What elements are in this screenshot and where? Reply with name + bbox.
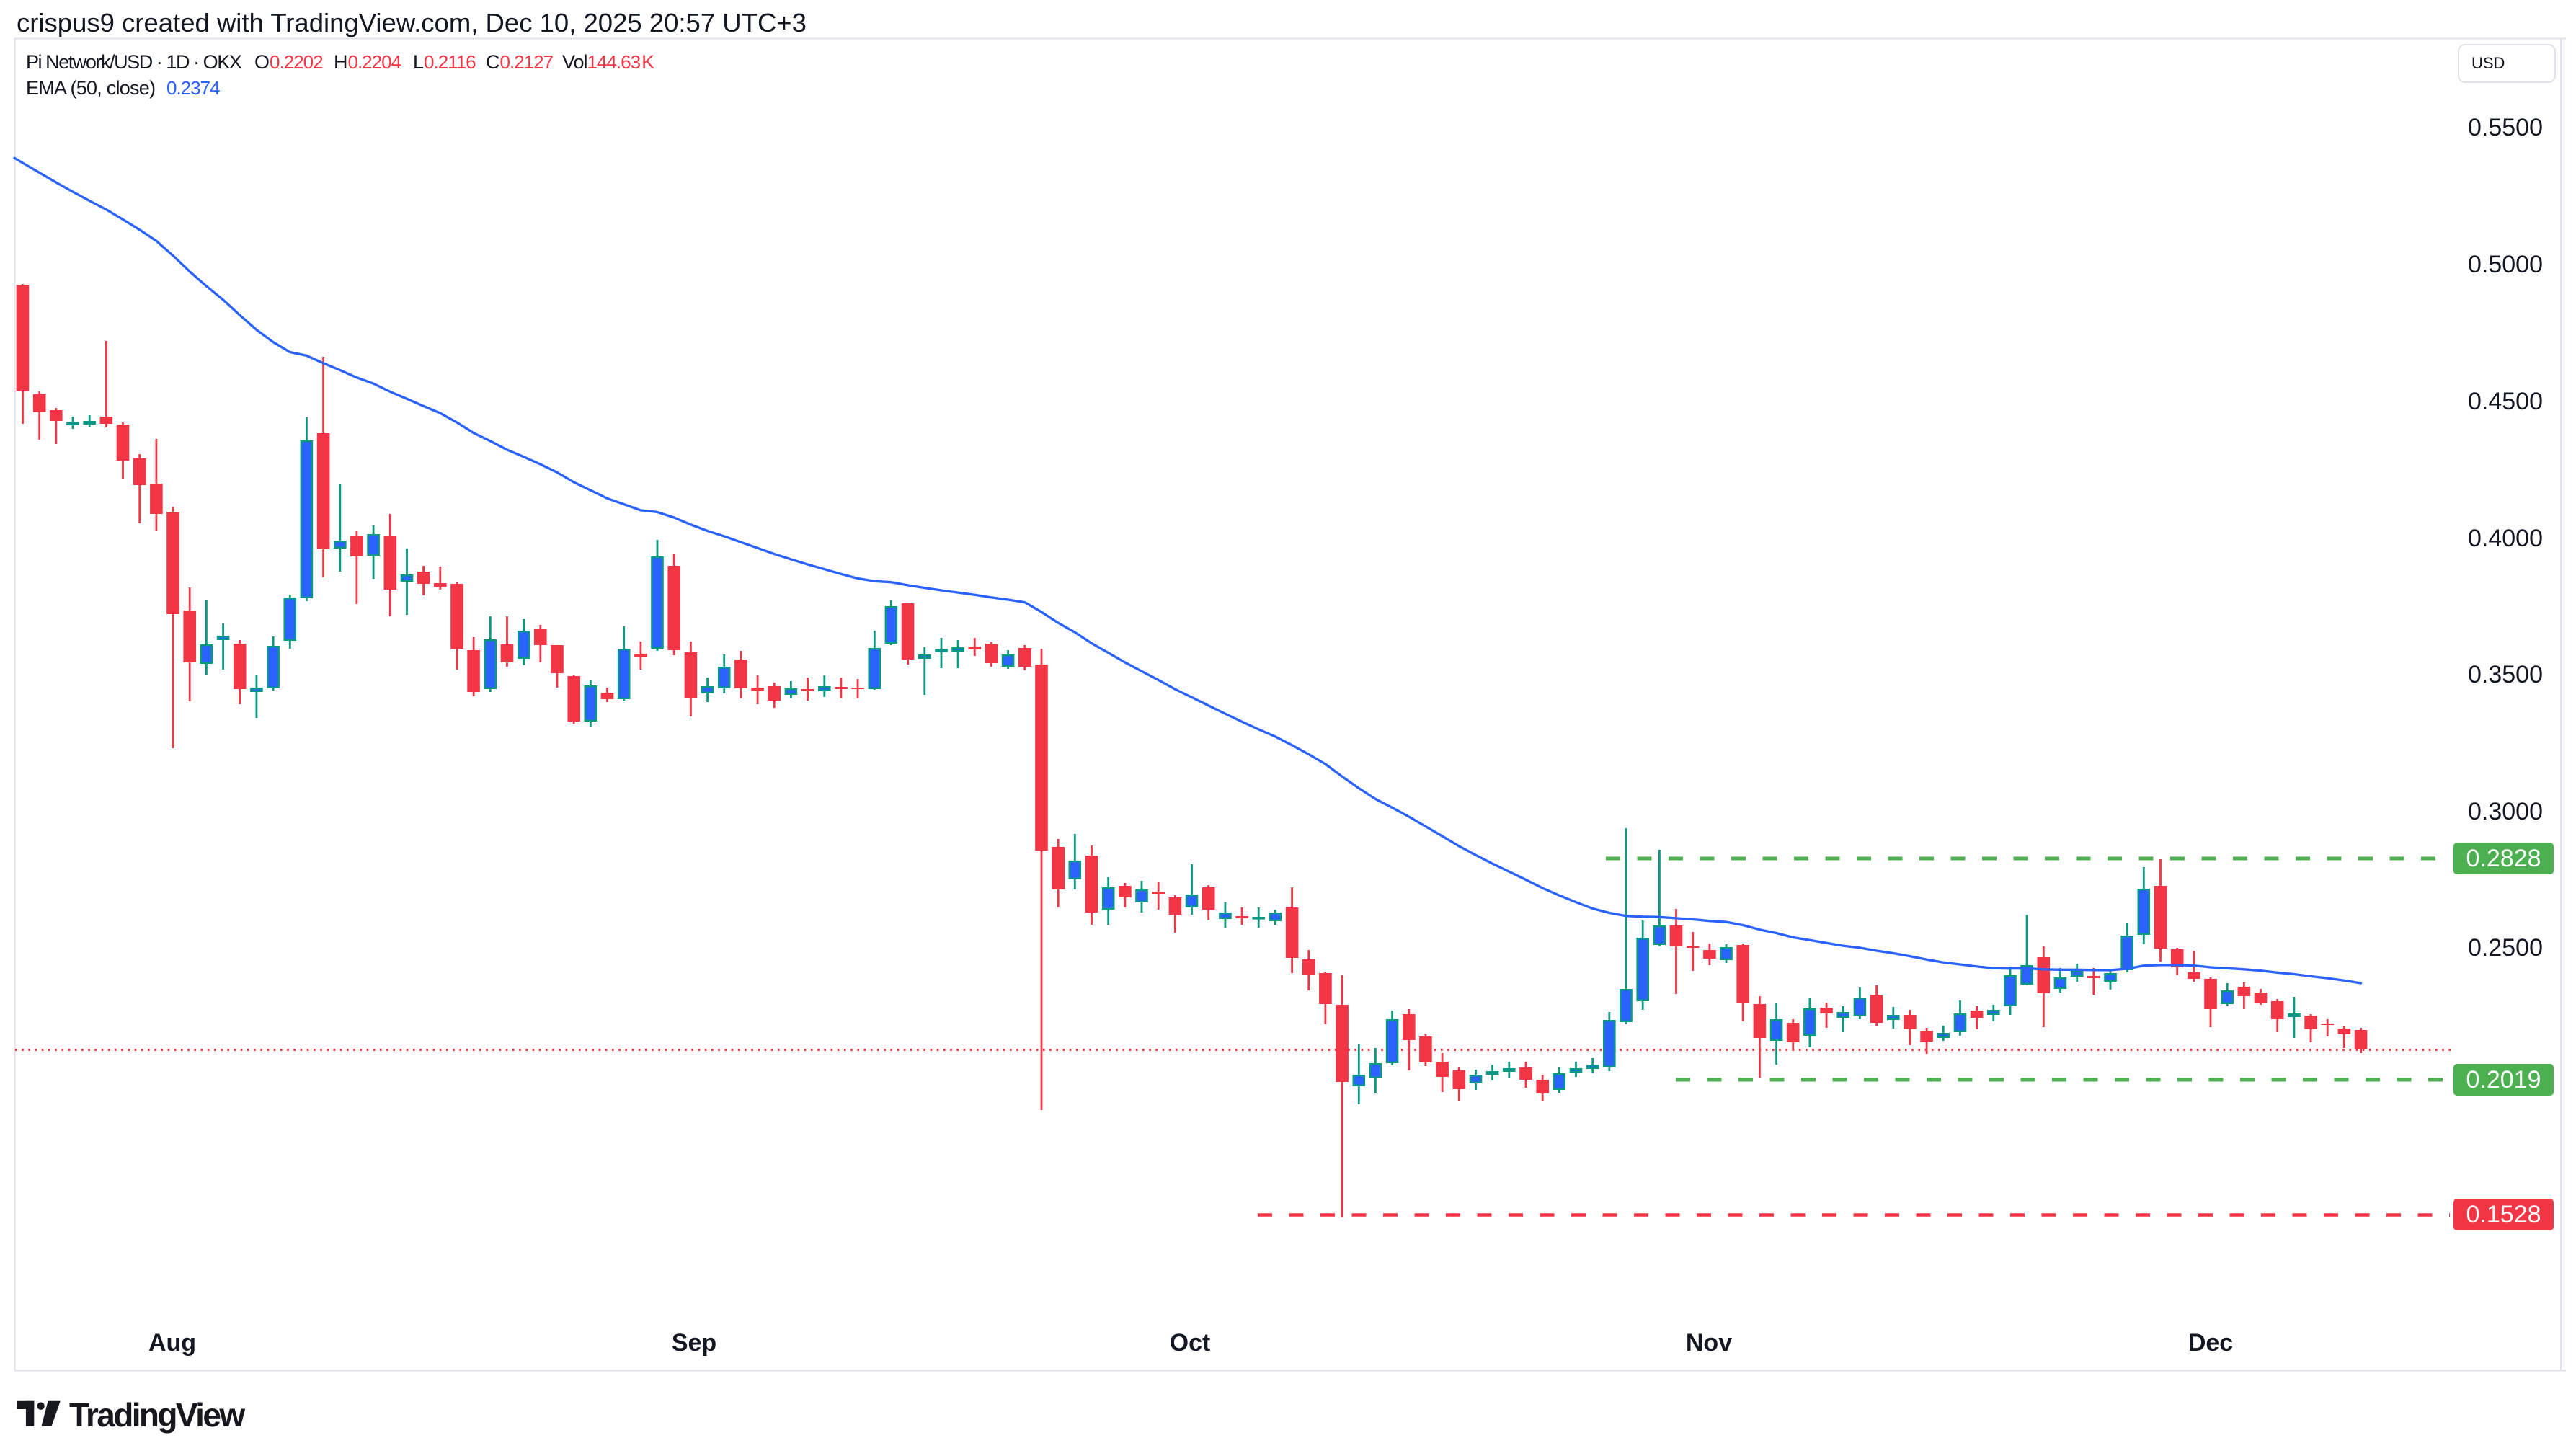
svg-text:TradingView: TradingView — [69, 1396, 245, 1434]
